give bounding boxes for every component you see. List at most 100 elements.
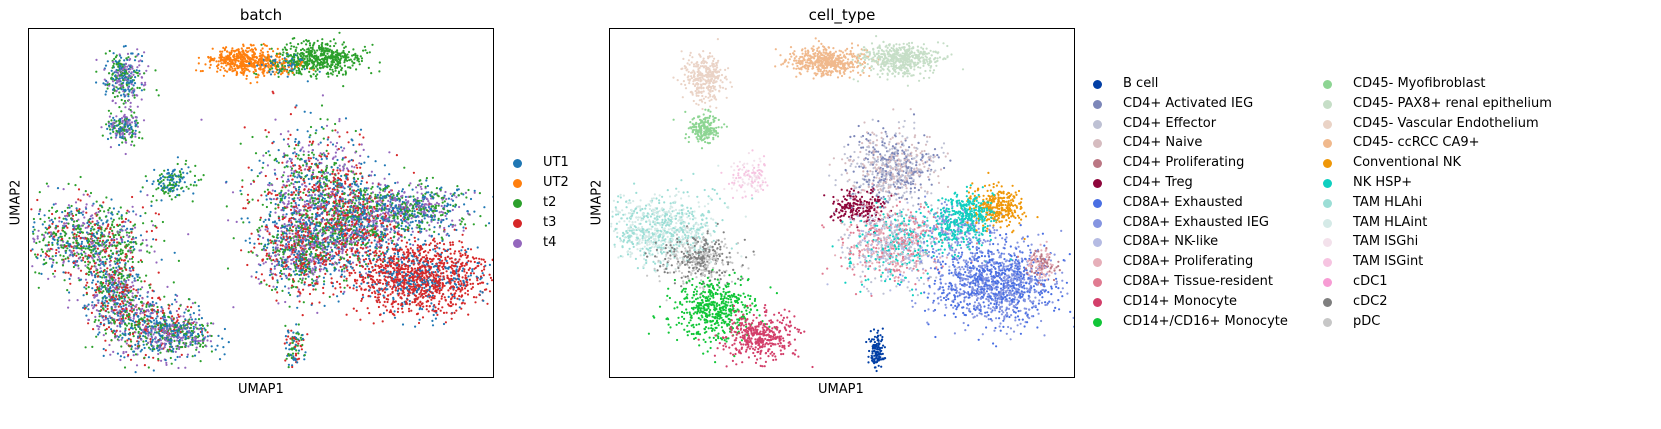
scatter-point — [114, 262, 117, 265]
scatter-point — [225, 64, 228, 67]
scatter-point — [378, 70, 381, 73]
scatter-point — [48, 231, 51, 234]
scatter-point — [58, 216, 61, 219]
scatter-point — [129, 358, 133, 361]
scatter-point — [374, 160, 377, 163]
scatter-point — [169, 312, 172, 315]
scatter-point — [241, 54, 244, 57]
scatter-cluster — [200, 80, 406, 308]
scatter-point — [296, 128, 299, 131]
scatter-point — [350, 165, 354, 168]
scatter-point — [161, 311, 164, 314]
scatter-point — [96, 280, 99, 283]
scatter-point — [300, 172, 303, 175]
scatter-point — [108, 82, 111, 86]
scatter-point — [104, 315, 107, 318]
scatter-point — [143, 280, 146, 283]
scatter-point — [115, 308, 118, 312]
scatter-point — [212, 59, 215, 62]
scatter-point — [98, 291, 101, 294]
scatter-point — [303, 168, 306, 171]
scatter-point — [179, 304, 182, 307]
scatter-point — [285, 213, 288, 216]
scatter-point — [274, 118, 277, 121]
scatter-point — [171, 319, 174, 322]
scatter-point — [75, 207, 78, 210]
scatter-point — [294, 180, 297, 184]
scatter-point — [112, 218, 115, 221]
scatter-point — [284, 48, 287, 51]
scatter-point — [104, 272, 107, 276]
scatter-point — [120, 258, 123, 262]
scatter-point — [178, 347, 181, 351]
scatter-point — [153, 168, 156, 171]
scatter-point — [83, 250, 86, 253]
scatter-point — [327, 152, 330, 155]
scatter-point — [145, 303, 148, 306]
scatter-point — [281, 215, 284, 218]
scatter-point — [109, 128, 112, 131]
scatter-point — [113, 260, 116, 263]
scatter-point — [280, 209, 283, 212]
scatter-point — [168, 334, 171, 337]
scatter-point — [100, 302, 103, 305]
scatter-point — [117, 210, 120, 213]
scatter-point — [120, 239, 124, 242]
scatter-point — [36, 253, 39, 256]
scatter-point — [111, 72, 114, 75]
scatter-point — [109, 268, 112, 271]
scatter-point — [136, 54, 139, 57]
scatter-point — [112, 127, 115, 130]
scatter-point — [104, 248, 107, 251]
scatter-point — [242, 67, 245, 70]
scatter-point — [329, 141, 332, 144]
scatter-point — [197, 305, 200, 308]
scatter-point — [109, 227, 112, 230]
scatter-point — [104, 83, 107, 86]
scatter-point — [119, 355, 122, 358]
scatter-point — [352, 53, 355, 57]
scatter-point — [272, 63, 275, 66]
scatter-point — [91, 237, 94, 240]
scatter-point — [131, 319, 135, 323]
scatter-point — [188, 336, 191, 339]
scatter-point — [91, 281, 94, 284]
scatter-point — [130, 305, 133, 308]
scatter-point — [89, 254, 92, 257]
scatter-point — [206, 324, 209, 327]
scatter-point — [234, 67, 237, 70]
scatter-point — [105, 227, 108, 230]
scatter-point — [135, 311, 138, 314]
scatter-point — [129, 109, 132, 112]
scatter-point — [203, 327, 206, 330]
scatter-point — [102, 354, 105, 357]
scatter-point — [98, 312, 101, 315]
scatter-point — [70, 218, 74, 221]
scatter-point — [270, 198, 273, 201]
scatter-point — [311, 151, 314, 154]
scatter-point — [222, 46, 225, 49]
scatter-point — [75, 219, 79, 223]
scatter-point — [103, 210, 106, 213]
scatter-point — [113, 57, 116, 61]
scatter-point — [358, 133, 361, 136]
scatter-point — [85, 291, 88, 294]
scatter-point — [326, 138, 329, 141]
scatter-point — [99, 237, 102, 240]
scatter-point — [124, 152, 127, 156]
scatter-point — [199, 70, 202, 73]
scatter-point — [303, 61, 306, 64]
scatter-point — [293, 197, 296, 200]
scatter-point — [315, 57, 318, 60]
scatter-point — [292, 60, 295, 63]
scatter-point — [155, 320, 158, 323]
scatter-point — [294, 155, 297, 158]
scatter-point — [116, 241, 119, 244]
scatter-point — [149, 333, 152, 336]
scatter-point — [178, 193, 181, 197]
scatter-point — [148, 284, 151, 287]
scatter-point — [48, 226, 51, 229]
scatter-point — [354, 52, 357, 55]
scatter-point — [269, 201, 273, 204]
scatter-point — [160, 310, 163, 313]
